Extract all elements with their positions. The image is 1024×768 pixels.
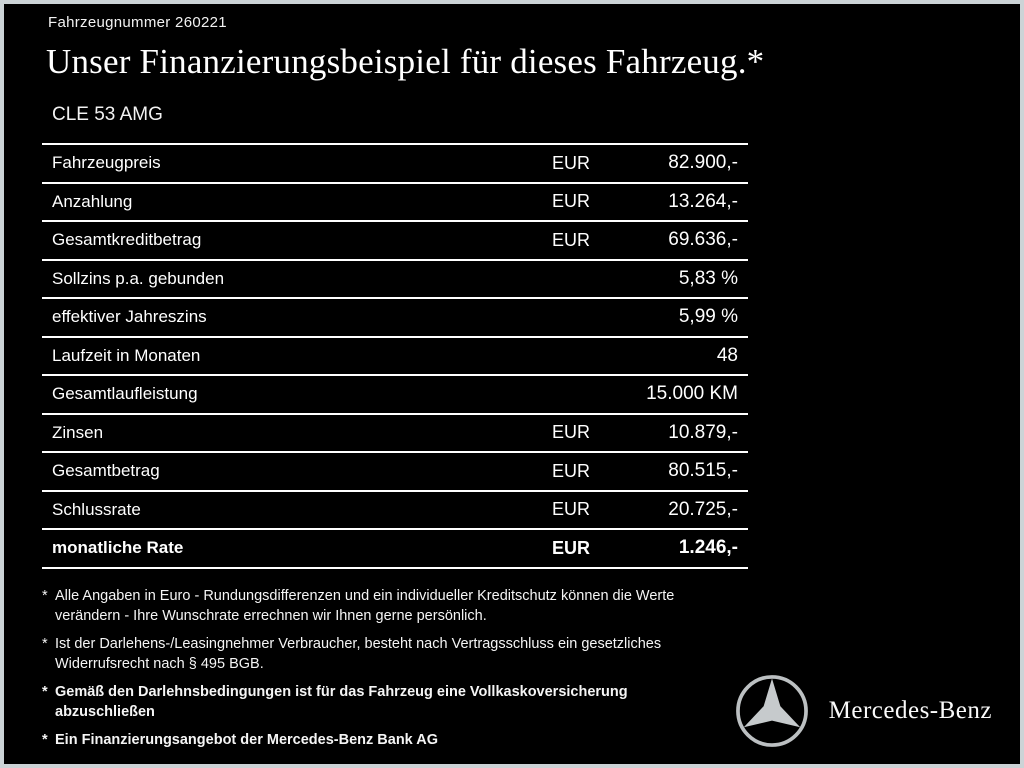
vehicle-model: CLE 53 AMG (52, 104, 163, 125)
table-row: Schlussrate EUR 20.725,- (42, 489, 748, 529)
row-value: 10.879,- (668, 421, 738, 443)
row-currency: EUR (552, 499, 591, 520)
row-value: 15.000 KM (646, 383, 738, 405)
table-row: effektiver Jahreszins 5,99 % (42, 297, 748, 336)
brand-block: Mercedes-Benz (735, 674, 992, 748)
row-currency: EUR (552, 152, 591, 173)
row-label: Gesamtkreditbetrag (52, 230, 202, 250)
footnote: * Alle Angaben in Euro - Rundungsdiffere… (42, 586, 748, 626)
footnote: * Ein Finanzierungsangebot der Mercedes-… (42, 730, 748, 750)
footnote: * Gemäß den Darlehnsbedingungen ist für … (42, 682, 748, 722)
footnote-text: Alle Angaben in Euro - Rundungsdifferenz… (55, 588, 675, 624)
table-row: Laufzeit in Monaten 48 (42, 335, 748, 375)
table-row: Zinsen EUR 10.879,- (42, 412, 748, 452)
table-row: Gesamtbetrag EUR 80.515,- (42, 451, 748, 490)
table-row: Anzahlung EUR 13.264,- (42, 181, 748, 221)
table-row: Sollzins p.a. gebunden 5,83 % (42, 258, 748, 298)
mercedes-star-icon (735, 674, 809, 748)
row-label: Laufzeit in Monaten (52, 345, 201, 365)
row-label: Sollzins p.a. gebunden (52, 268, 225, 288)
footnote-marker: * (42, 588, 48, 604)
footnotes: * Alle Angaben in Euro - Rundungsdiffere… (42, 586, 748, 758)
row-value: 1.246,- (678, 537, 738, 559)
row-label: Gesamtbetrag (52, 461, 160, 481)
financing-table: Fahrzeugpreis EUR 82.900,- Anzahlung EUR… (42, 143, 748, 569)
row-currency: EUR (552, 422, 591, 443)
table-row: Gesamtkreditbetrag EUR 69.636,- (42, 220, 748, 259)
vehicle-number: Fahrzeugnummer 260221 (48, 14, 227, 31)
table-row: Fahrzeugpreis EUR 82.900,- (42, 143, 748, 182)
row-value: 48 (716, 344, 738, 366)
row-value: 5,83 % (678, 267, 738, 289)
row-currency: EUR (552, 229, 591, 250)
row-label: Gesamtlaufleistung (52, 384, 198, 404)
row-label: Zinsen (52, 422, 104, 442)
footnote-text: Ist der Darlehens-/Leasingnehmer Verbrau… (55, 636, 662, 672)
row-label: Schlussrate (52, 499, 141, 519)
row-value: 5,99 % (678, 306, 738, 328)
row-currency: EUR (552, 460, 591, 481)
row-currency: EUR (552, 191, 591, 212)
table-row: Gesamtlaufleistung 15.000 KM (42, 374, 748, 413)
row-currency: EUR (552, 537, 591, 558)
row-label: effektiver Jahreszins (52, 307, 207, 327)
row-label: Anzahlung (52, 191, 133, 211)
table-row-monthly-rate: monatliche Rate EUR 1.246,- (42, 528, 748, 567)
footnote-marker: * (42, 732, 48, 748)
row-value: 80.515,- (668, 460, 738, 482)
footnote-text: Gemäß den Darlehnsbedingungen ist für da… (55, 684, 628, 720)
brand-name: Mercedes-Benz (828, 697, 992, 724)
footnote-marker: * (42, 684, 48, 700)
page-title: Unser Finanzierungsbeispiel für dieses F… (46, 42, 765, 81)
footnote-marker: * (42, 636, 48, 652)
row-label: monatliche Rate (52, 538, 184, 558)
row-value: 82.900,- (668, 152, 738, 174)
row-label: Fahrzeugpreis (52, 153, 161, 173)
row-value: 69.636,- (668, 229, 738, 251)
footnote: * Ist der Darlehens-/Leasingnehmer Verbr… (42, 634, 748, 674)
row-value: 20.725,- (668, 498, 738, 520)
footnote-text: Ein Finanzierungsangebot der Mercedes-Be… (55, 732, 438, 748)
row-value: 13.264,- (668, 190, 738, 212)
